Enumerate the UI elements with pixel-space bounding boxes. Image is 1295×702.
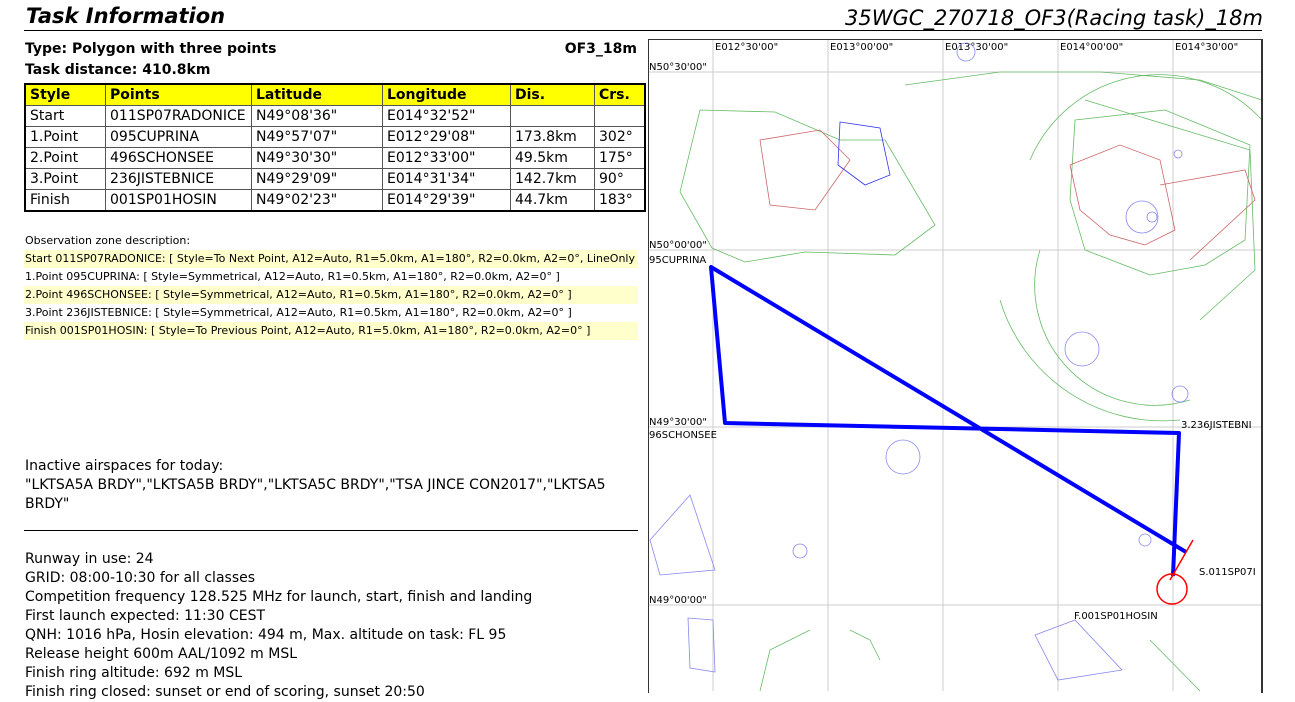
cell: N49°57'07" [251, 126, 383, 148]
cell: 44.7km [510, 189, 595, 212]
map-frame [648, 39, 1263, 693]
point-label-start: S.011SP07I [1199, 567, 1256, 578]
cell: N49°29'09" [251, 168, 383, 190]
observation-zone-line: 3.Point 236JISTEBNICE: [ Style=Symmetric… [25, 306, 572, 319]
airspace-outlines [679, 71, 1263, 692]
table-row: 1.Point 095CUPRINA N49°57'07" E012°29'08" 17… [24, 126, 646, 148]
cell: E014°32'52" [382, 105, 511, 127]
cell: 183° [594, 189, 646, 212]
task-map[interactable]: E012°30'00" E013°00'00" E013°30'00" E014°00… [648, 39, 1264, 693]
cell: 3.Point [24, 168, 106, 190]
cell: 496SCHONSEE [105, 147, 252, 169]
point-label-finish: F.001SP01HOSIN [1074, 611, 1158, 622]
cell: 49.5km [510, 147, 595, 169]
point-label-cuprina: 95CUPRINA [649, 255, 706, 266]
observation-zone-line: 2.Point 496SCHONSEE: [ Style=Symmetrical… [24, 286, 638, 304]
cell: E014°29'39" [382, 189, 511, 212]
task-class: OF3_18m [564, 41, 637, 57]
note-line: Release height 600m AAL/1092 m MSL [25, 646, 298, 662]
cell: E012°33'00" [382, 147, 511, 169]
cell: 095CUPRINA [105, 126, 252, 148]
col-course: Crs. [594, 83, 646, 106]
briefing-notes: Runway in use: 24 GRID: 08:00-10:30 for … [25, 550, 532, 702]
observation-zone-section: Observation zone description: Start 011S… [24, 232, 638, 340]
lon-label: E014°30'00" [1175, 42, 1238, 53]
table-row: Finish 001SP01HOSIN N49°02'23" E014°29'39" 4… [24, 189, 646, 212]
observation-zone-line: 1.Point 095CUPRINA: [ Style=Symmetrical,… [25, 270, 560, 283]
table-row: 3.Point 236JISTEBNICE N49°29'09" E014°31'34… [24, 168, 646, 190]
note-line: Finish ring closed: sunset or end of sco… [25, 684, 425, 700]
page-title: Task Information [26, 4, 226, 28]
point-label-jistebnice: 3.236JISTEBNI [1181, 420, 1252, 431]
cell [510, 105, 595, 127]
observation-zone-title: Observation zone description: [25, 234, 191, 247]
note-line: QNH: 1016 hPa, Hosin elevation: 494 m, M… [25, 627, 507, 643]
task-type: Type: Polygon with three points [25, 41, 277, 57]
cell: 001SP01HOSIN [105, 189, 252, 212]
start-line [1169, 539, 1194, 581]
table-row: 2.Point 496SCHONSEE N49°30'30" E012°33'00" 4… [24, 147, 646, 169]
cell: 236JISTEBNICE [105, 168, 252, 190]
divider [24, 530, 638, 531]
observation-zone-line: Start 011SP07RADONICE: [ Style=To Next P… [24, 250, 638, 268]
cell [594, 105, 646, 127]
restricted-areas [759, 129, 1256, 261]
cell: N49°30'30" [251, 147, 383, 169]
cell: Finish [24, 189, 106, 212]
lon-label: E012°30'00" [715, 42, 778, 53]
inactive-airspaces: Inactive airspaces for today: "LKTSA5A B… [25, 457, 635, 514]
cell: E014°31'34" [382, 168, 511, 190]
col-style: Style [24, 83, 106, 106]
map-grid: E012°30'00" E013°00'00" E013°30'00" E014°00… [648, 39, 1262, 691]
cell: E012°29'08" [382, 126, 511, 148]
note-line: Runway in use: 24 [25, 551, 154, 567]
cell: 1.Point [24, 126, 106, 148]
note-line: Finish ring altitude: 692 m MSL [25, 665, 243, 681]
finish-ring [1156, 573, 1188, 605]
task-route [709, 265, 1188, 577]
inactive-airspaces-title: Inactive airspaces for today: [25, 458, 224, 474]
cell: 2.Point [24, 147, 106, 169]
cell: 302° [594, 126, 646, 148]
task-name: 35WGC_270718_OF3(Racing task)_18m [845, 6, 1263, 30]
cell: Start [24, 105, 106, 127]
col-points: Points [105, 83, 252, 106]
note-line: Competition frequency 128.525 MHz for la… [25, 589, 533, 605]
zones [649, 42, 1189, 681]
lat-label: N50°30'00" [649, 62, 707, 73]
point-label-schonsee: 96SCHONSEE [649, 430, 717, 441]
lon-label: E013°30'00" [945, 42, 1008, 53]
cell: 011SP07RADONICE [105, 105, 252, 127]
lat-label: N49°00'00" [649, 595, 707, 606]
cell: 173.8km [510, 126, 595, 148]
cell: N49°08'36" [251, 105, 383, 127]
cell: 142.7km [510, 168, 595, 190]
lat-label: N50°00'00" [649, 240, 707, 251]
col-latitude: Latitude [251, 83, 383, 106]
note-line: GRID: 08:00-10:30 for all classes [25, 570, 256, 586]
cell: 175° [594, 147, 646, 169]
lat-label: N49°30'00" [649, 417, 707, 428]
lon-label: E013°00'00" [830, 42, 893, 53]
task-distance: Task distance: 410.8km [25, 62, 211, 78]
col-distance: Dis. [510, 83, 595, 106]
lon-label: E014°00'00" [1060, 42, 1123, 53]
cell: 90° [594, 168, 646, 190]
note-line: First launch expected: 11:30 CEST [25, 608, 266, 624]
observation-zone-line: Finish 001SP01HOSIN: [ Style=To Previous… [24, 322, 638, 340]
divider [24, 30, 1262, 31]
table-row: Start 011SP07RADONICE N49°08'36" E014°32'52… [24, 105, 646, 127]
cell: N49°02'23" [251, 189, 383, 212]
inactive-airspaces-list: "LKTSA5A BRDY","LKTSA5B BRDY","LKTSA5C B… [25, 477, 606, 512]
col-longitude: Longitude [382, 83, 511, 106]
task-points-table: Style Points Latitude Longitude Dis. Crs… [24, 83, 646, 212]
table-header-row: Style Points Latitude Longitude Dis. Crs… [24, 83, 646, 106]
